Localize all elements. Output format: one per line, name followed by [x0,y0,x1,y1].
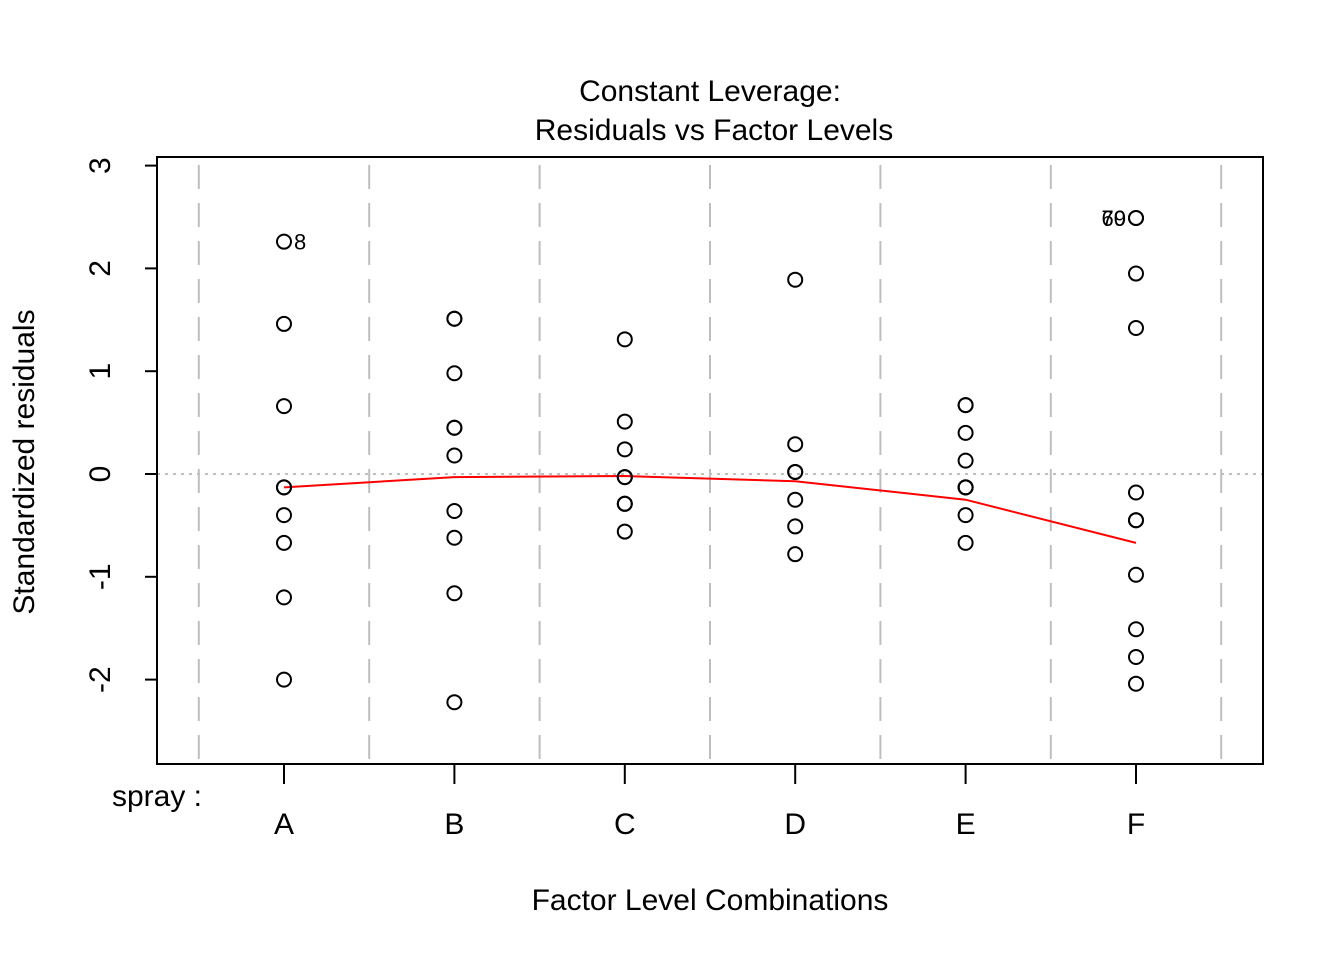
data-point [957,424,974,441]
data-point [957,507,974,524]
data-point [276,479,292,496]
x-tick-label: C [614,808,636,841]
smooth-line [283,475,1137,544]
data-point [787,491,804,508]
grid-layer [197,165,1223,762]
chart-title: Constant Leverage: [579,75,841,108]
data-point [446,419,463,436]
data-point [616,441,633,458]
data-point [957,479,974,496]
data-point [446,365,463,382]
data-point [446,310,463,327]
data-point [957,452,974,469]
x-tick-label: D [784,808,806,841]
y-axis-label: Standardized residuals [8,309,41,614]
x-tick-label: E [956,808,976,841]
data-point [276,398,292,415]
data-point [787,463,804,480]
data-point [1128,675,1144,692]
point-label: 69 [1102,206,1126,231]
points-layer [276,210,1144,711]
point-label: 70 [1102,206,1126,231]
chart-subtitle: Residuals vs Factor Levels [535,114,893,147]
data-point [446,585,463,602]
data-point [616,523,633,540]
y-tick-label: 0 [84,466,117,483]
point-label: 8 [294,230,306,255]
data-point [616,495,633,512]
x-tick-label: A [274,808,294,841]
data-point [1128,621,1144,638]
x-tick-label: B [444,808,464,841]
data-point [1128,648,1144,665]
data-point [276,315,292,332]
y-tick-label: -1 [84,563,117,590]
y-tick-label: -2 [84,666,117,693]
data-point [787,546,804,563]
data-point [616,331,633,348]
axes-layer: -2 -1 0 1 2 3 A B C D E F [84,156,1264,841]
data-point [446,529,463,546]
data-point [1128,320,1144,337]
data-point [446,503,463,520]
data-point [957,534,974,551]
data-point [276,671,292,688]
data-point [446,694,463,711]
y-tick-label: 3 [84,157,117,174]
y-tick-label: 2 [84,260,117,277]
data-point [276,534,292,551]
smooth-layer [283,475,1137,544]
data-point [957,397,974,414]
plot-frame [156,156,1264,765]
data-point [787,436,804,453]
data-point [787,518,804,535]
data-point [787,271,804,288]
data-point [616,413,633,430]
data-point [1128,210,1144,227]
data-point [446,447,463,464]
y-tick-label: 1 [84,363,117,380]
factor-name-label: spray : [112,780,202,813]
x-axis-label: Factor Level Combinations [532,884,889,917]
data-point [1128,566,1144,583]
data-point [1128,512,1144,529]
data-point [1128,265,1144,282]
data-point [616,469,633,486]
data-point [1128,484,1144,501]
data-point [276,589,292,606]
data-point [276,507,292,524]
data-point [276,233,292,250]
x-tick-label: F [1127,808,1145,841]
